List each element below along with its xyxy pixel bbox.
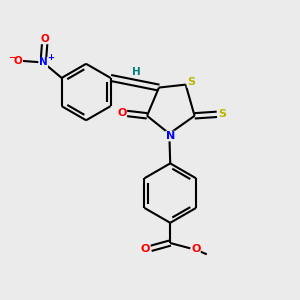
Text: O: O xyxy=(141,244,150,254)
Text: −: − xyxy=(8,53,16,62)
Text: O: O xyxy=(117,108,127,118)
Text: N: N xyxy=(166,131,175,141)
Text: S: S xyxy=(187,77,195,87)
Text: O: O xyxy=(13,56,22,66)
Text: O: O xyxy=(40,34,49,44)
Text: S: S xyxy=(218,109,226,119)
Text: O: O xyxy=(191,244,200,254)
Text: N: N xyxy=(39,58,48,68)
Text: H: H xyxy=(131,68,140,77)
Text: +: + xyxy=(47,53,54,62)
